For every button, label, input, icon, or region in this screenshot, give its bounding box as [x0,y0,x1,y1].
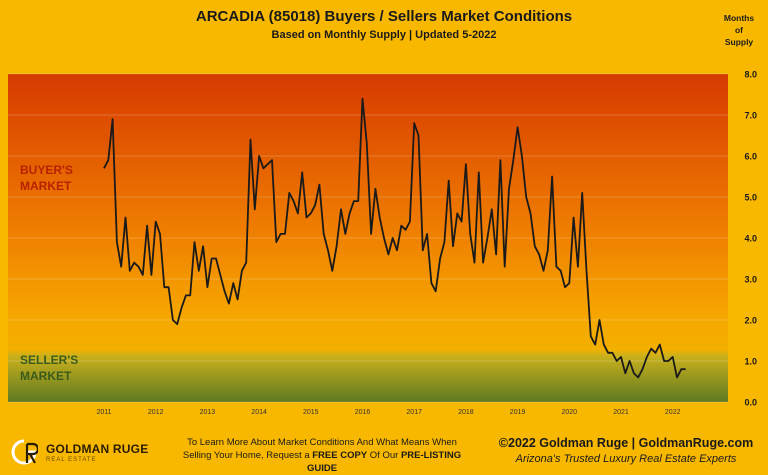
y-axis-unit-line: of [734,25,744,35]
cta-text: Of Our [367,450,401,461]
cta-text: Selling Your Home, Request a [182,450,313,461]
x-tick-label: 2017 [406,409,422,416]
y-tick-label: 4.0 [744,234,757,244]
x-tick-label: 2013 [200,409,216,416]
x-tick-label: 2014 [251,409,267,416]
cta-guide: PRE-LISTING GUIDE [306,450,462,474]
sellers-market-label-line: MARKET [20,369,72,383]
y-tick-label: 7.0 [744,111,757,121]
x-tick-label: 2019 [510,409,526,416]
sellers-market-label: SELLER'S MARKET [20,352,90,384]
goldman-ruge-logo-icon [11,439,38,465]
x-tick-label: 2018 [458,409,474,416]
y-tick-label: 3.0 [744,275,757,285]
chart-subtitle: Based on Monthly Supply | Updated 5-2022 [271,29,497,41]
y-axis-unit-line: Months [723,13,755,23]
y-tick-label: 8.0 [744,70,757,80]
logo-subtext: REAL ESTATE [46,457,97,463]
buyers-market-label: BUYER'S MARKET [20,162,90,194]
tagline: Arizona's Trusted Luxury Real Estate Exp… [515,453,737,465]
x-tick-label: 2012 [148,409,164,416]
y-axis-unit-line: Supply [724,37,754,47]
x-axis-ticks: 2011 2012 2013 2014 2015 2016 2017 2018 2019 2020… [96,409,680,416]
cta-free-copy: FREE COPY [312,450,368,461]
copyright: ©2022 Goldman Ruge | GoldmanRuge.com [498,436,754,450]
x-tick-label: 2021 [613,409,629,416]
y-tick-label: 1.0 [744,357,757,367]
chart-title: ARCADIA (85018) Buyers / Sellers Market … [195,8,573,25]
logo-text: GOLDMAN RUGE [46,442,149,456]
y-axis-unit-label: Months of Supply [716,12,762,48]
x-tick-label: 2016 [355,409,371,416]
x-tick-label: 2020 [562,409,578,416]
buyers-market-label-line: MARKET [20,179,72,193]
x-tick-label: 2011 [96,409,111,416]
y-tick-label: 2.0 [744,316,757,326]
cta-line-1: To Learn More About Market Conditions An… [187,437,457,448]
buyers-market-label-line: BUYER'S [20,163,73,177]
cta-line-2: Selling Your Home, Request a FREE COPY O… [172,449,472,475]
x-tick-label: 2015 [303,409,319,416]
call-to-action: To Learn More About Market Conditions An… [172,436,472,475]
y-axis-ticks: 0.0 1.0 2.0 3.0 4.0 5.0 6.0 7.0 8.0 [744,70,757,408]
y-tick-label: 5.0 [744,193,757,203]
sellers-market-label-line: SELLER'S [20,353,79,367]
footer: GOLDMAN RUGE REAL ESTATE To Learn More A… [0,430,768,475]
market-conditions-chart: 0.0 1.0 2.0 3.0 4.0 5.0 6.0 7.0 8.0 2011 2012 2013… [8,70,757,416]
x-tick-label: 2022 [665,409,681,416]
y-tick-label: 6.0 [744,152,757,162]
series-line [103,97,686,379]
y-tick-label: 0.0 [744,398,757,408]
